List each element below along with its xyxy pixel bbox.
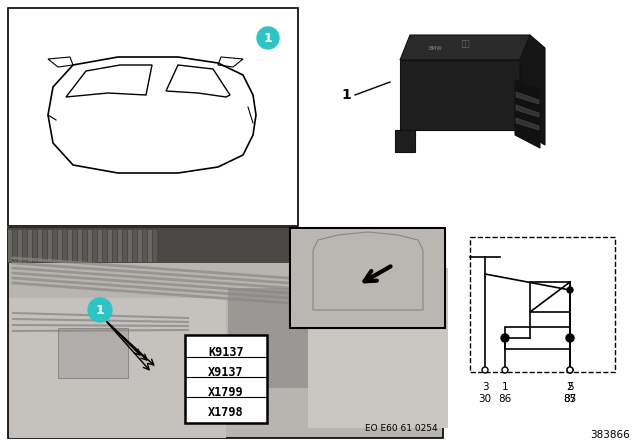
Bar bbox=[118, 230, 122, 262]
Bar bbox=[98, 230, 102, 262]
Text: 1: 1 bbox=[341, 88, 351, 102]
Text: 1: 1 bbox=[95, 303, 104, 316]
Bar bbox=[93, 230, 97, 262]
Polygon shape bbox=[400, 60, 520, 130]
Bar bbox=[18, 230, 22, 262]
Polygon shape bbox=[516, 105, 539, 117]
Text: X1799: X1799 bbox=[208, 385, 244, 399]
Bar bbox=[23, 230, 27, 262]
Polygon shape bbox=[400, 35, 530, 60]
Bar bbox=[8, 228, 443, 438]
Bar bbox=[38, 230, 42, 262]
Bar bbox=[505, 327, 570, 349]
Circle shape bbox=[502, 367, 508, 373]
Bar bbox=[8, 8, 298, 226]
Polygon shape bbox=[395, 130, 415, 152]
Text: 2: 2 bbox=[566, 382, 573, 392]
Bar bbox=[103, 230, 107, 262]
Text: 383866: 383866 bbox=[590, 430, 630, 440]
Bar bbox=[9, 298, 226, 438]
Bar bbox=[78, 230, 82, 262]
Bar bbox=[43, 230, 47, 262]
Bar bbox=[48, 230, 52, 262]
Text: 30: 30 bbox=[479, 394, 492, 404]
Circle shape bbox=[566, 334, 574, 342]
Bar bbox=[128, 230, 132, 262]
Text: ◫: ◫ bbox=[460, 39, 470, 49]
Bar bbox=[290, 228, 445, 328]
Polygon shape bbox=[515, 80, 540, 148]
Bar bbox=[53, 230, 57, 262]
Bar bbox=[143, 230, 147, 262]
Bar bbox=[153, 230, 157, 262]
Bar bbox=[13, 230, 17, 262]
Circle shape bbox=[567, 367, 573, 373]
Text: K9137: K9137 bbox=[208, 345, 244, 358]
Bar bbox=[8, 228, 443, 263]
Bar bbox=[530, 282, 570, 312]
Bar bbox=[58, 328, 128, 378]
Bar bbox=[63, 230, 67, 262]
Text: 1: 1 bbox=[264, 31, 273, 44]
Bar bbox=[123, 230, 127, 262]
Bar bbox=[133, 230, 137, 262]
Bar bbox=[291, 229, 444, 327]
Text: 3: 3 bbox=[482, 382, 488, 392]
Text: BMW: BMW bbox=[428, 46, 442, 51]
Polygon shape bbox=[516, 118, 539, 130]
Circle shape bbox=[567, 367, 573, 373]
Bar bbox=[83, 230, 87, 262]
Bar bbox=[228, 288, 328, 388]
Text: 86: 86 bbox=[499, 394, 511, 404]
Circle shape bbox=[257, 27, 279, 49]
Circle shape bbox=[88, 298, 112, 322]
Bar bbox=[33, 230, 37, 262]
Bar bbox=[108, 230, 112, 262]
Bar bbox=[88, 230, 92, 262]
Bar bbox=[68, 230, 72, 262]
Bar bbox=[308, 268, 448, 428]
Bar bbox=[28, 230, 32, 262]
Circle shape bbox=[501, 334, 509, 342]
Polygon shape bbox=[516, 92, 539, 104]
Bar bbox=[8, 230, 12, 262]
Circle shape bbox=[567, 287, 573, 293]
Bar bbox=[58, 230, 62, 262]
Bar bbox=[9, 229, 442, 437]
Bar bbox=[138, 230, 142, 262]
Circle shape bbox=[482, 367, 488, 373]
Text: EO E60 61 0254: EO E60 61 0254 bbox=[365, 424, 438, 433]
Bar bbox=[113, 230, 117, 262]
Text: 5: 5 bbox=[566, 382, 573, 392]
Bar bbox=[148, 230, 152, 262]
Bar bbox=[185, 335, 267, 423]
Bar bbox=[470, 237, 615, 372]
Text: 87: 87 bbox=[563, 394, 577, 404]
Text: 85: 85 bbox=[563, 394, 577, 404]
Polygon shape bbox=[520, 35, 545, 145]
Text: X9137: X9137 bbox=[208, 366, 244, 379]
Text: 1: 1 bbox=[502, 382, 508, 392]
Bar bbox=[73, 230, 77, 262]
Text: X1798: X1798 bbox=[208, 405, 244, 418]
